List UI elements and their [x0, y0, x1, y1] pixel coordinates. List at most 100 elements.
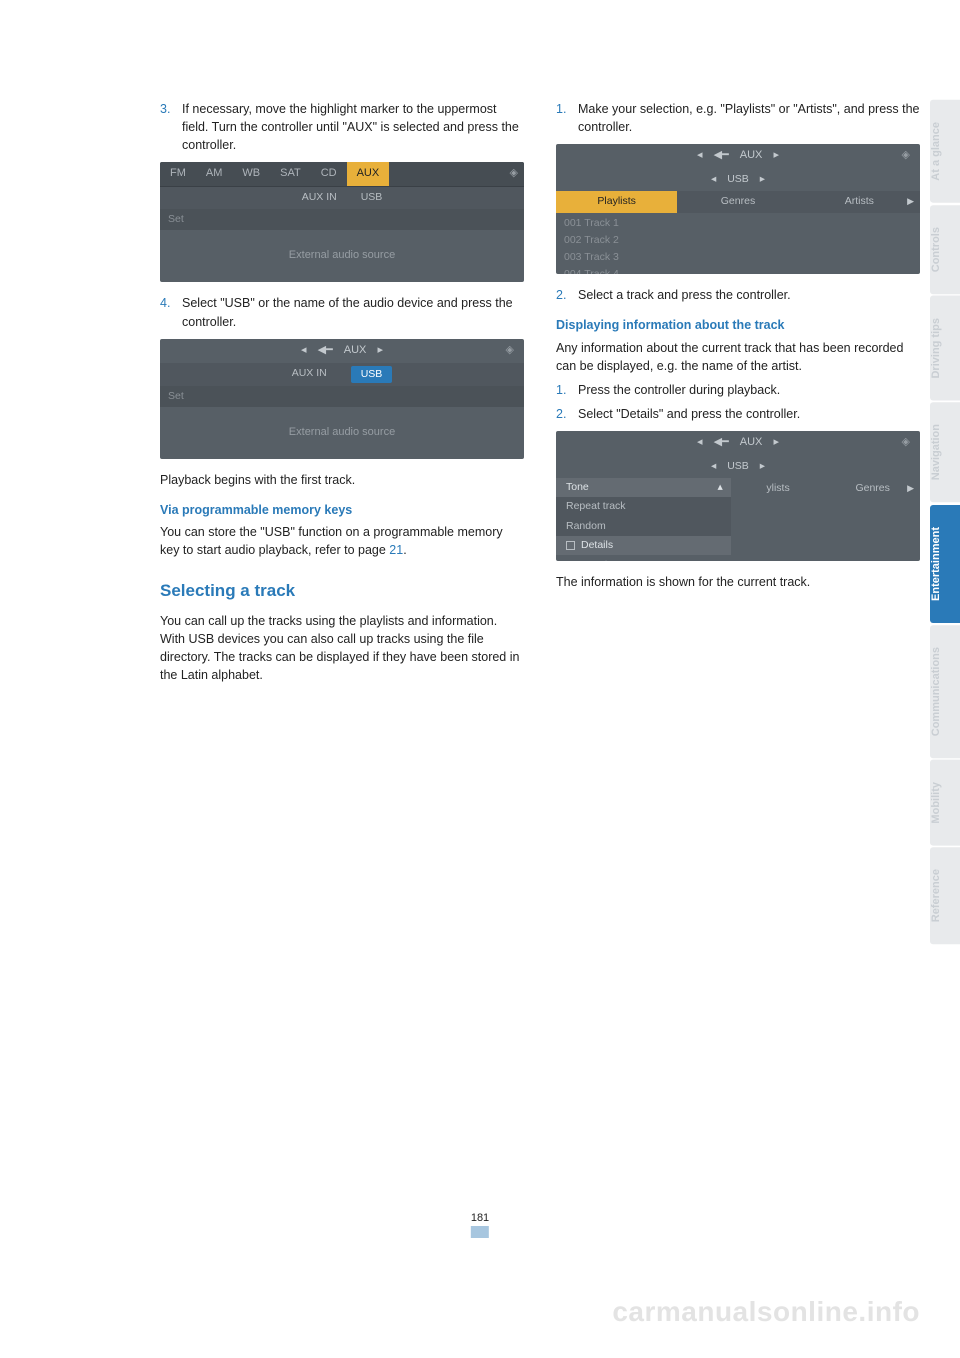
tab-cd: CD	[311, 162, 347, 186]
menu-random: Random	[556, 517, 731, 536]
nav-right-icon: ▸	[773, 149, 779, 161]
step-text: Select a track and press the controller.	[578, 286, 920, 304]
page-link[interactable]: 21	[389, 543, 403, 557]
body-text: External audio source	[160, 407, 524, 459]
tab-mobility[interactable]: Mobility	[930, 760, 960, 846]
d-step-1: 1. Press the controller during playback.	[556, 381, 920, 399]
step-number: 2.	[556, 286, 578, 304]
d-step-2: 2. Select "Details" and press the contro…	[556, 405, 920, 423]
step-number: 4.	[160, 294, 182, 330]
menu-right-panel: ylists Genres ▶	[731, 478, 920, 555]
tab-partial: ylists	[731, 478, 826, 499]
page-number-value: 181	[471, 1212, 489, 1224]
text-part: .	[403, 543, 406, 557]
nav-back-icon: ◀━	[714, 436, 729, 448]
nav-label: AUX	[344, 344, 367, 356]
memory-keys-text: You can store the "USB" function on a pr…	[160, 523, 524, 559]
page-number-bar	[471, 1226, 489, 1238]
nav-bar: ◂ ◀━ AUX ▸ ◈	[556, 144, 920, 168]
category-tabs: Playlists Genres Artists ▶	[556, 191, 920, 212]
left-column: 3. If necessary, move the highlight mark…	[160, 100, 524, 1318]
step-text: Press the controller during playback.	[578, 381, 920, 399]
screenshot-details: ◂ ◀━ AUX ▸ ◈ ◂ USB ▸ Tone ▴	[556, 431, 920, 561]
tab-genres: Genres	[677, 191, 798, 212]
manual-page: 3. If necessary, move the highlight mark…	[0, 0, 960, 1358]
tab-reference[interactable]: Reference	[930, 847, 960, 944]
text-part: You can store the "USB" function on a pr…	[160, 525, 503, 557]
sub-nav: ◂ USB ▸	[556, 168, 920, 191]
step-number: 2.	[556, 405, 578, 423]
track-row: 001 Track 1	[564, 215, 912, 232]
set-label: Set	[160, 386, 524, 407]
tab-entertainment[interactable]: Entertainment	[930, 505, 960, 623]
step-number: 1.	[556, 100, 578, 136]
menu-details: Details	[556, 536, 731, 555]
sub-nav: ◂ USB ▸	[556, 455, 920, 478]
screenshot-playlists: ◂ ◀━ AUX ▸ ◈ ◂ USB ▸ Playlists Genres Ar…	[556, 144, 920, 274]
page-number: 181	[471, 1212, 489, 1238]
step-number: 3.	[160, 100, 182, 154]
checkbox-icon	[566, 541, 575, 550]
tab-communications[interactable]: Communications	[930, 625, 960, 758]
tab-aux: AUX	[347, 162, 390, 186]
info-text: The information is shown for the current…	[556, 573, 920, 591]
tab-sat: SAT	[270, 162, 311, 186]
tab-fm: FM	[160, 162, 196, 186]
body-text: External audio source	[160, 230, 524, 282]
menu-left-panel: Tone ▴ Repeat track Random Details	[556, 478, 731, 555]
tab-navigation[interactable]: Navigation	[930, 402, 960, 502]
step-number: 1.	[556, 381, 578, 399]
sub-label: USB	[727, 173, 749, 185]
tab-genres: Genres	[825, 478, 920, 499]
step-text: If necessary, move the highlight marker …	[182, 100, 524, 154]
tab-driving-tips[interactable]: Driving tips	[930, 296, 960, 401]
subtab-usb: USB	[361, 190, 383, 205]
track-row: 004 Track 4	[564, 557, 912, 561]
subtab-usb: USB	[351, 366, 393, 383]
displaying-text: Any information about the current track …	[556, 339, 920, 375]
content-area: 3. If necessary, move the highlight mark…	[0, 0, 960, 1358]
nav-label: AUX	[740, 436, 763, 448]
up-arrow-icon: ▴	[717, 480, 722, 495]
step-1: 1. Make your selection, e.g. "Playlists"…	[556, 100, 920, 136]
step-text: Make your selection, e.g. "Playlists" or…	[578, 100, 920, 136]
popup-menu: Tone ▴ Repeat track Random Details ylist…	[556, 478, 920, 555]
tab-controls[interactable]: Controls	[930, 205, 960, 294]
nav-left-icon: ◂	[301, 344, 307, 356]
step-3: 3. If necessary, move the highlight mark…	[160, 100, 524, 154]
tab-playlists: Playlists	[556, 191, 677, 212]
nav-right-icon: ▸	[760, 173, 765, 185]
heading-memory-keys: Via programmable memory keys	[160, 501, 524, 519]
scroll-right-icon: ▶	[907, 195, 914, 208]
source-tabs: FM AM WB SAT CD AUX ◈	[160, 162, 524, 187]
screenshot-usb-select: ◂ ◀━ AUX ▸ ◈ AUX IN USB Set External aud…	[160, 339, 524, 459]
nav-left-icon: ◂	[711, 173, 716, 185]
nav-right-icon: ▸	[773, 436, 779, 448]
nav-bar: ◂ ◀━ AUX ▸ ◈	[160, 339, 524, 363]
subtab-auxin: AUX IN	[302, 190, 337, 205]
section-tabs: At a glance Controls Driving tips Naviga…	[930, 100, 960, 947]
nav-left-icon: ◂	[697, 436, 703, 448]
diamond-icon: ◈	[902, 435, 910, 451]
subtab-auxin: AUX IN	[292, 366, 327, 383]
track-row: 003 Track 3	[564, 249, 912, 266]
scroll-right-icon: ▶	[907, 482, 914, 495]
sub-label: USB	[727, 460, 749, 472]
track-row: 002 Track 2	[564, 232, 912, 249]
selecting-text: You can call up the tracks using the pla…	[160, 612, 524, 685]
playback-text: Playback begins with the first track.	[160, 471, 524, 489]
right-column: 1. Make your selection, e.g. "Playlists"…	[556, 100, 920, 1318]
screenshot-aux-tabs: FM AM WB SAT CD AUX ◈ AUX IN USB Set Ext…	[160, 162, 524, 282]
nav-left-icon: ◂	[711, 460, 716, 472]
tab-am: AM	[196, 162, 233, 186]
track-list: 001 Track 1 002 Track 2 003 Track 3 004 …	[556, 213, 920, 275]
nav-left-icon: ◂	[697, 149, 703, 161]
heading-displaying-info: Displaying information about the track	[556, 316, 920, 334]
sub-tabs: AUX IN USB	[160, 363, 524, 386]
set-label: Set	[160, 209, 524, 230]
track-row: 004 Track 4	[564, 266, 912, 274]
step-text: Select "Details" and press the controlle…	[578, 405, 920, 423]
diamond-icon: ◈	[506, 343, 514, 359]
menu-repeat: Repeat track	[556, 497, 731, 516]
tab-at-a-glance[interactable]: At a glance	[930, 100, 960, 203]
